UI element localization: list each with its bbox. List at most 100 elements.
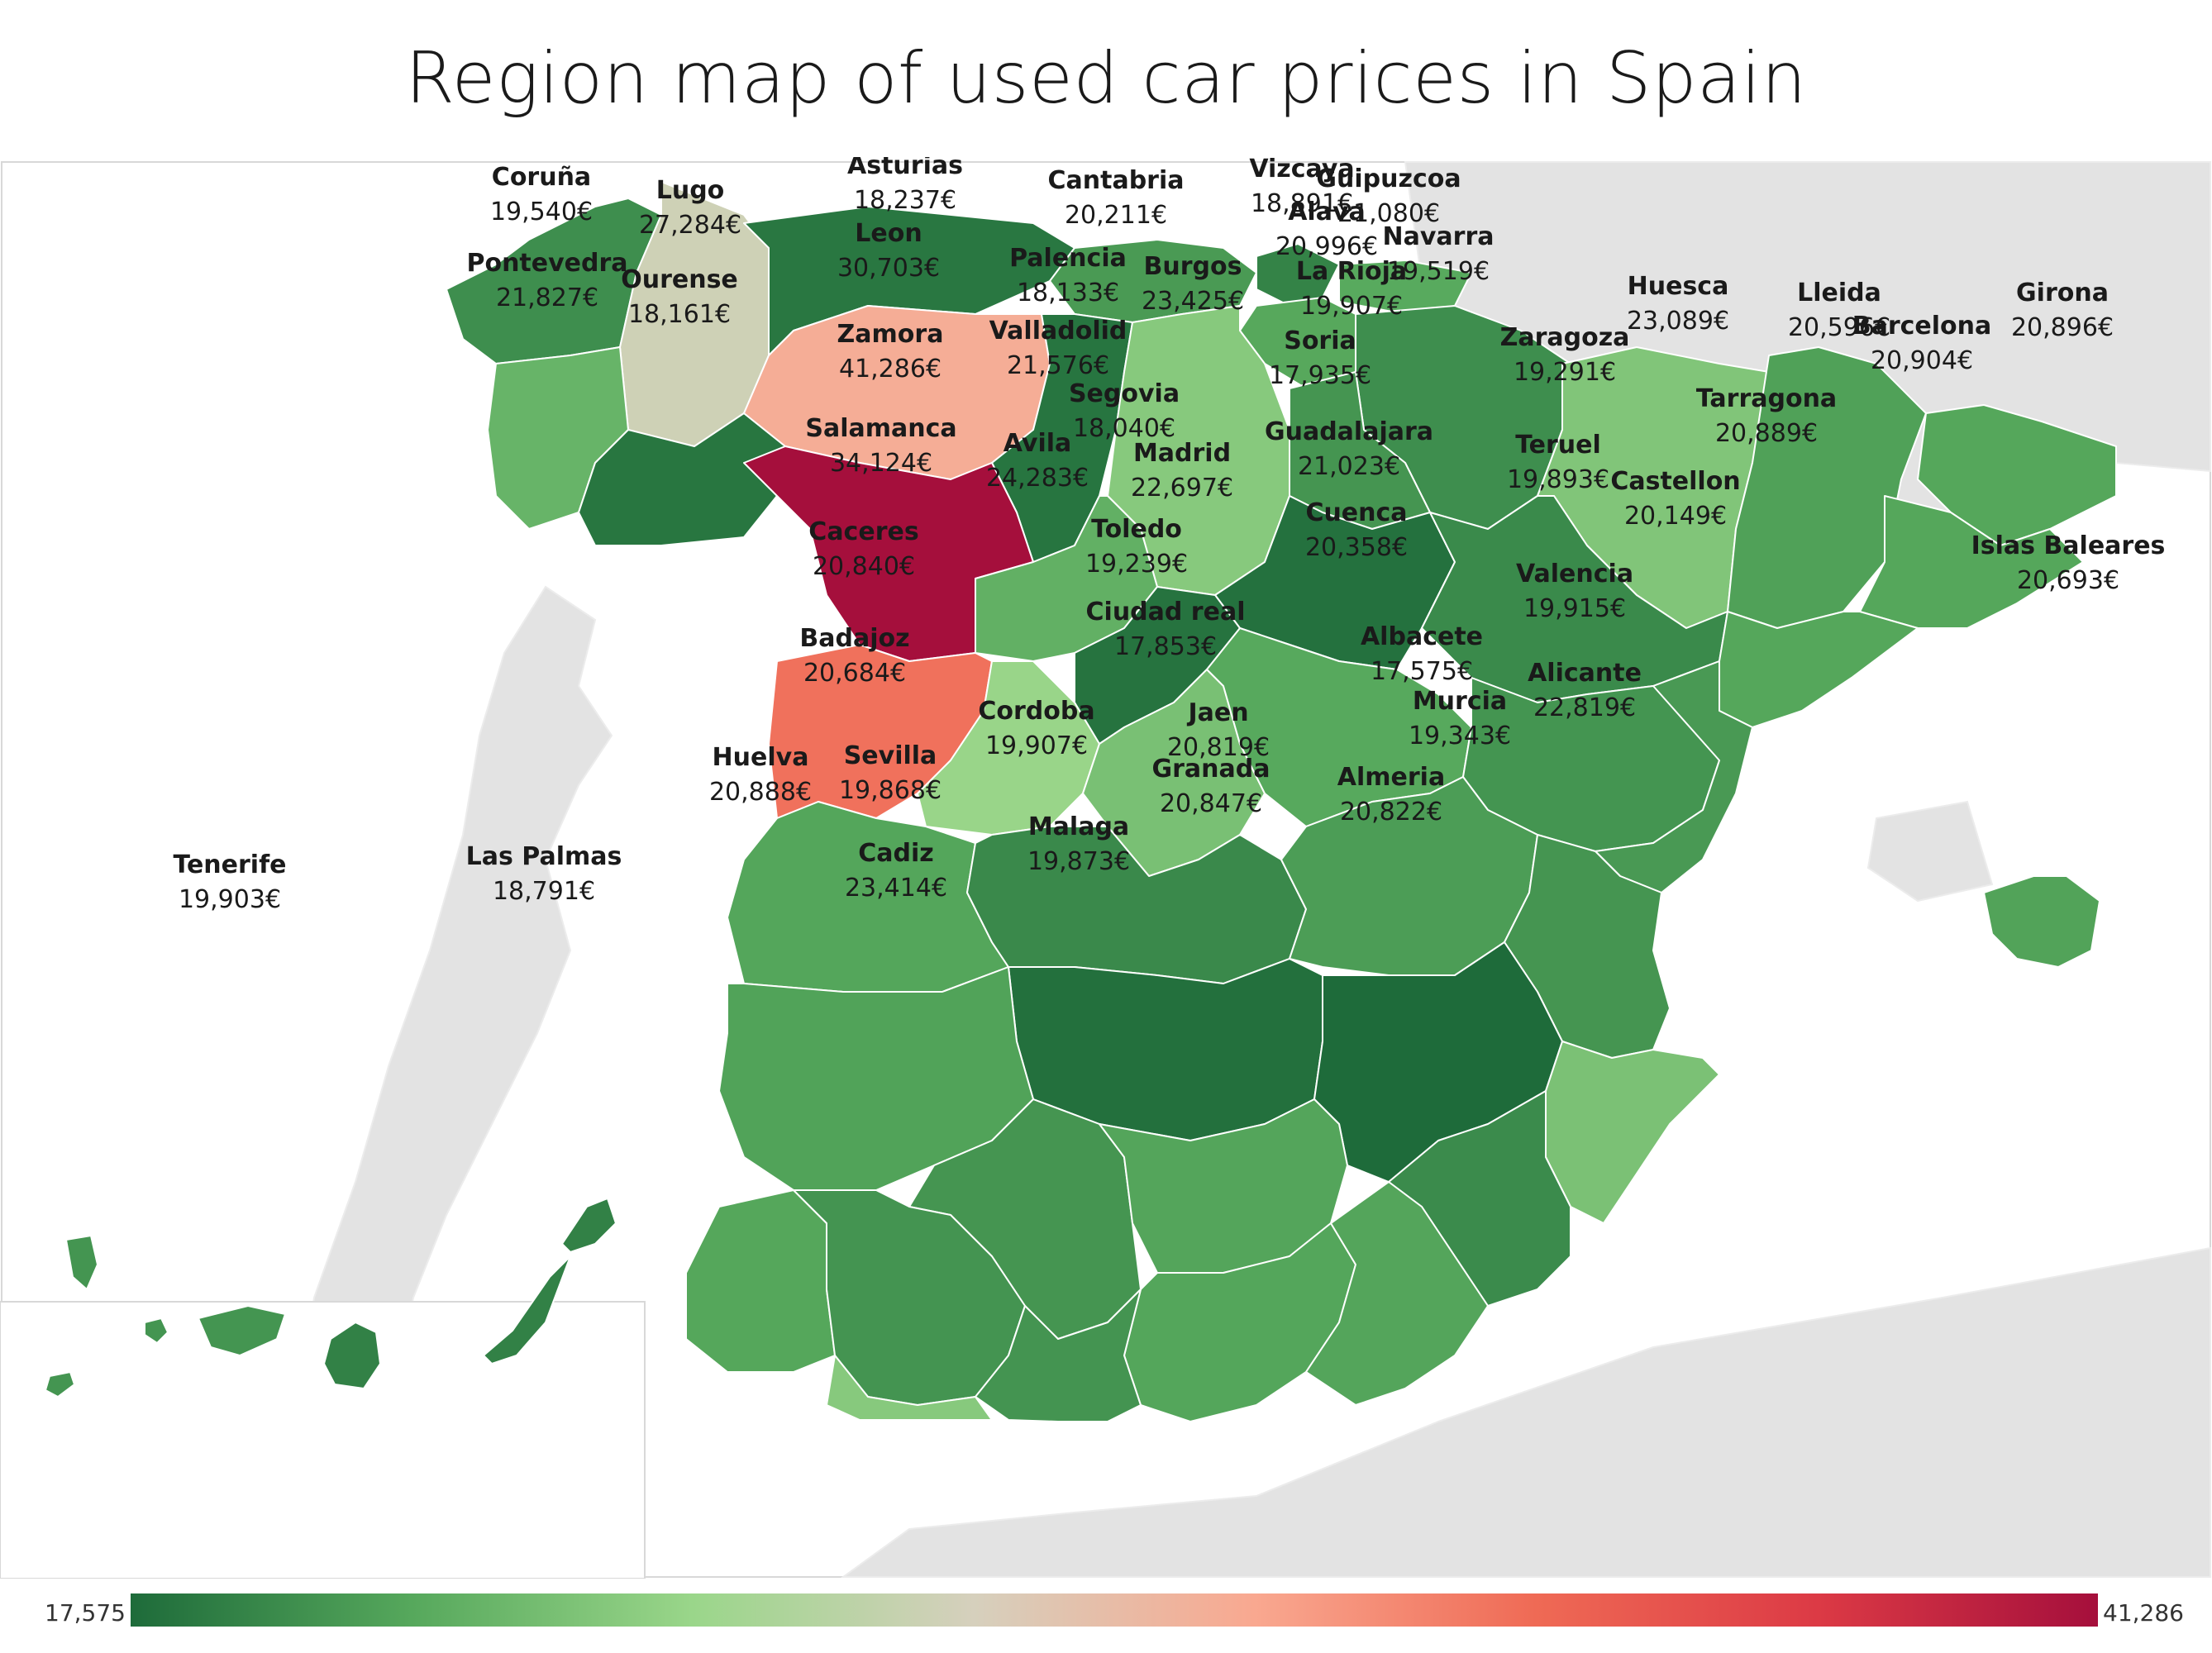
label-palencia: Palencia 18,133€ xyxy=(1009,244,1127,307)
province-name-label: Asturias xyxy=(847,157,963,180)
province-name-label: Caceres xyxy=(808,517,918,546)
region-map[interactable]: Coruña 19,540€ Lugo 27,284€ Asturias 18,237€ C… xyxy=(0,157,2212,1579)
province-valladolid[interactable] xyxy=(975,495,1158,662)
label-zamora: Zamora 41,286€ xyxy=(837,320,944,383)
province-value-label: 20,358€ xyxy=(1305,533,1408,562)
province-value-label: 18,161€ xyxy=(628,300,731,329)
province-value-label: 20,149€ xyxy=(1624,502,1727,531)
province-value-label: 20,693€ xyxy=(2017,566,2119,595)
province-barcelona[interactable] xyxy=(1859,495,2084,629)
legend-min-label: 17,575 xyxy=(45,1599,126,1627)
province-value-label: 17,853€ xyxy=(1114,632,1217,661)
label-granada: Granada 20,847€ xyxy=(1152,755,1270,818)
label-segovia: Segovia 18,040€ xyxy=(1069,379,1180,443)
province-name-label: Cantabria xyxy=(1048,166,1185,195)
label-castellon: Castellon 20,149€ xyxy=(1610,467,1740,531)
province-name-label: Alicante xyxy=(1528,659,1642,688)
province-name-label: Burgos xyxy=(1144,252,1242,281)
province-value-label: 41,286€ xyxy=(839,355,942,383)
province-value-label: 19,540€ xyxy=(490,198,593,226)
province-name-label: Ourense xyxy=(621,265,738,294)
province-name-label: Zamora xyxy=(837,320,944,349)
label-lleida: Lleida 20,596€ xyxy=(1788,279,1890,342)
label-alicante: Alicante 22,819€ xyxy=(1528,659,1642,722)
label-pontevedra: Pontevedra 21,827€ xyxy=(466,249,627,312)
province-value-label: 17,575€ xyxy=(1371,657,1473,686)
province-value-label: 24,283€ xyxy=(986,464,1089,493)
province-value-label: 19,907€ xyxy=(1300,292,1403,321)
canary-islands-inset xyxy=(0,1197,646,1579)
province-tenerife-island[interactable] xyxy=(197,1304,287,1357)
province-value-label: 21,827€ xyxy=(496,283,598,312)
province-name-label: Tarragona xyxy=(1696,384,1837,413)
province-value-label: 21,023€ xyxy=(1298,452,1400,481)
province-value-label: 20,889€ xyxy=(1715,419,1818,448)
province-shapes[interactable] xyxy=(446,181,2117,1422)
label-guadalajara: Guadalajara 21,023€ xyxy=(1265,417,1433,481)
province-name-label: Coruña xyxy=(492,163,591,192)
label-lugo: Lugo 27,284€ xyxy=(639,176,741,240)
label-huelva: Huelva 20,888€ xyxy=(709,743,812,807)
province-labels: Coruña 19,540€ Lugo 27,284€ Asturias 18,237€ C… xyxy=(173,157,2165,914)
province-name-label: Navarra xyxy=(1383,222,1495,251)
province-name-label: Huesca xyxy=(1628,272,1729,301)
province-value-label: 20,847€ xyxy=(1160,789,1262,818)
label-las-palmas: Las Palmas 18,791€ xyxy=(466,842,622,906)
province-name-label: Huelva xyxy=(713,743,809,772)
province-tenerife-island[interactable] xyxy=(64,1234,99,1291)
province-value-label: 20,596€ xyxy=(1788,313,1890,342)
label-soria: Soria 17,935€ xyxy=(1269,326,1371,390)
label-vizcaya: Vizcaya 18,891€ xyxy=(1249,157,1354,218)
province-value-label: 19,907€ xyxy=(985,731,1088,760)
province-name-label: Madrid xyxy=(1133,439,1231,468)
label-navarra: Navarra 19,519€ xyxy=(1383,222,1495,286)
province-value-label: 22,697€ xyxy=(1131,474,1233,503)
province-las-palmas-island[interactable] xyxy=(560,1197,617,1254)
label-albacete: Albacete 17,575€ xyxy=(1361,622,1483,686)
label-badajoz: Badajoz 20,684€ xyxy=(799,624,909,688)
province-name-label: Islas Baleares xyxy=(1971,531,2166,560)
province-name-label: Pontevedra xyxy=(466,249,627,278)
province-tenerife-island[interactable] xyxy=(144,1317,169,1345)
province-value-label: 19,868€ xyxy=(839,776,942,805)
province-name-label: Murcia xyxy=(1413,687,1507,716)
label-la-rioja: La Rioja 19,907€ xyxy=(1296,257,1407,321)
province-value-label: 20,211€ xyxy=(1065,201,1167,230)
province-value-label: 19,343€ xyxy=(1409,722,1511,750)
province-name-label: Tenerife xyxy=(173,850,286,879)
province-value-label: 19,873€ xyxy=(1027,847,1130,876)
label-almeria: Almeria 20,822€ xyxy=(1337,763,1445,826)
province-value-label: 19,291€ xyxy=(1514,358,1616,387)
province-value-label: 23,425€ xyxy=(1142,287,1244,316)
province-islas-baleares[interactable] xyxy=(1983,875,2100,968)
province-value-label: 20,684€ xyxy=(803,659,906,688)
label-huesca: Huesca 23,089€ xyxy=(1627,272,1729,336)
province-tenerife-island[interactable] xyxy=(44,1370,76,1398)
province-name-label: Lleida xyxy=(1797,279,1881,307)
label-ciudad-real: Ciudad real 17,853€ xyxy=(1086,598,1246,661)
province-value-label: 27,284€ xyxy=(639,211,741,240)
province-name-label: Cordoba xyxy=(978,697,1094,726)
province-las-palmas-island[interactable] xyxy=(482,1255,571,1365)
province-value-label: 17,935€ xyxy=(1269,361,1371,390)
province-las-palmas-island[interactable] xyxy=(322,1321,382,1390)
province-name-label: Palencia xyxy=(1009,244,1127,273)
label-islas-baleares: Islas Baleares 20,693€ xyxy=(1971,531,2166,595)
province-value-label: 20,819€ xyxy=(1167,733,1270,762)
province-name-label: Valladolid xyxy=(989,317,1127,345)
province-value-label: 18,891€ xyxy=(1251,189,1353,218)
province-malaga[interactable] xyxy=(975,1289,1142,1422)
label-barcelona: Barcelona 20,904€ xyxy=(1852,312,1992,375)
province-almeria[interactable] xyxy=(1305,1181,1489,1406)
province-cadiz[interactable] xyxy=(826,1355,993,1421)
label-asturias: Asturias 18,237€ xyxy=(847,157,963,215)
province-name-label: Leon xyxy=(855,219,922,248)
province-value-label: 18,133€ xyxy=(1017,279,1119,307)
province-name-label: Jaen xyxy=(1186,698,1248,727)
label-cantabria: Cantabria 20,211€ xyxy=(1048,166,1185,230)
province-girona[interactable] xyxy=(1917,404,2117,546)
label-alava: Alava 20,996€ xyxy=(1275,198,1378,261)
province-lleida[interactable] xyxy=(1727,346,1927,629)
province-name-label: Cadiz xyxy=(858,839,933,868)
province-name-label: Alava xyxy=(1288,198,1366,226)
